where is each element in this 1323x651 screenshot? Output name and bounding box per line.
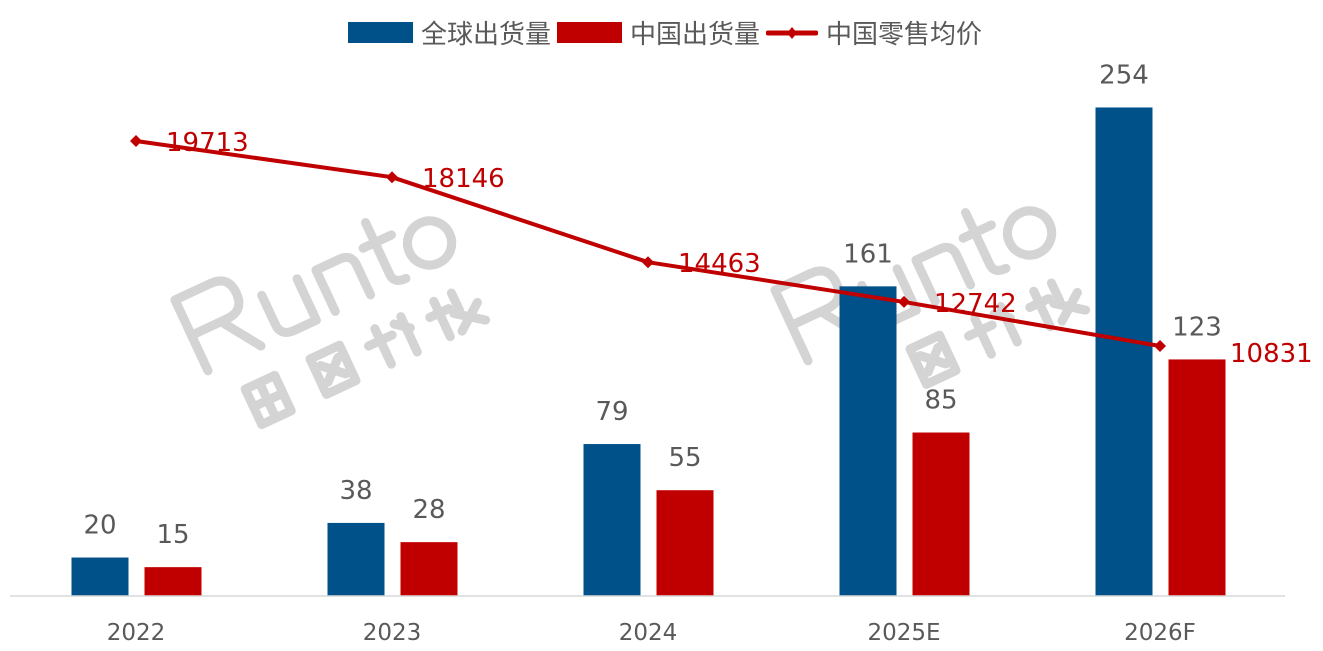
legend-label: 中国零售均价 [826, 20, 983, 50]
legend-item-global-shipments: 全球出货量 [348, 14, 551, 51]
bar-global [71, 557, 129, 596]
data-label: 161 [843, 239, 893, 269]
bar-china [400, 542, 458, 596]
data-label: 79 [595, 397, 628, 427]
legend: 全球出货量 中国出货量 中国零售均价 [348, 14, 988, 51]
legend-swatch-red [557, 22, 623, 43]
watermark-logo [170, 216, 491, 430]
data-label: 254 [1099, 60, 1149, 90]
data-label: 38 [339, 476, 372, 506]
price-marker [642, 256, 654, 269]
price-marker [1154, 340, 1166, 353]
legend-label: 中国出货量 [630, 20, 761, 50]
bar-china [656, 490, 714, 596]
legend-label: 全球出货量 [421, 20, 552, 50]
price-data-label: 18146 [422, 164, 505, 194]
bar-china [144, 567, 202, 596]
bar-global [327, 522, 385, 596]
legend-item-china-price: 中国零售均价 [766, 14, 982, 51]
x-tick-label: 2026F [1124, 620, 1196, 646]
data-label: 20 [83, 511, 116, 541]
x-tick-label: 2022 [107, 620, 166, 646]
bar-global [839, 286, 897, 596]
watermark-logo-o [1002, 206, 1057, 260]
data-label: 15 [156, 520, 189, 550]
x-tick-label: 2025E [867, 620, 940, 646]
legend-item-china-shipments: 中国出货量 [557, 14, 760, 51]
price-data-label: 14463 [678, 249, 761, 279]
price-marker [386, 171, 398, 184]
legend-swatch-blue [348, 22, 413, 43]
bar-global [583, 444, 641, 596]
price-marker [130, 135, 142, 148]
price-marker [898, 295, 910, 308]
x-tick-label: 2023 [363, 620, 422, 646]
data-label: 85 [924, 386, 957, 416]
bar-china [912, 432, 970, 596]
legend-line-marker-icon [766, 26, 819, 39]
bar-global [1095, 107, 1153, 597]
price-data-label: 12742 [934, 289, 1017, 319]
x-tick-label: 2024 [619, 620, 678, 646]
data-label: 55 [668, 443, 701, 473]
data-label: 28 [412, 495, 445, 525]
watermark-logo-o [402, 216, 457, 270]
watermark-logo-strokes [170, 218, 491, 430]
bar-china [1168, 359, 1226, 596]
price-data-label: 19713 [166, 128, 249, 158]
data-label: 123 [1172, 312, 1222, 342]
price-data-label: 10831 [1230, 339, 1313, 369]
